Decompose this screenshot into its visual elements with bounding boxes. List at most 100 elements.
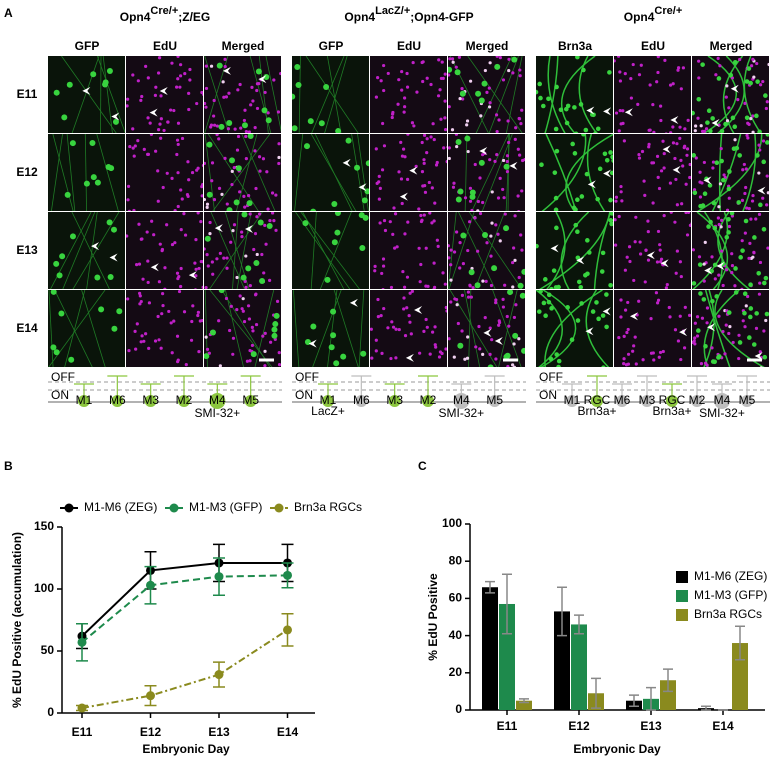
edu-dot xyxy=(693,336,697,340)
edu-dot xyxy=(681,66,685,70)
edu-dot xyxy=(623,308,628,312)
gfp-dot xyxy=(53,349,60,356)
micrograph-bg xyxy=(536,134,613,211)
gfp-dot xyxy=(581,67,586,73)
edu-dot xyxy=(455,145,459,149)
edu-dot xyxy=(201,163,203,168)
edu-dot xyxy=(662,166,666,170)
edu-dot xyxy=(698,170,702,174)
gfp-dot xyxy=(755,153,760,158)
gfp-dot xyxy=(569,337,575,343)
gfp-dot xyxy=(600,313,606,318)
gfp-dot xyxy=(206,191,213,198)
edu-dot xyxy=(229,304,233,308)
edu-dot xyxy=(686,118,690,122)
edu-dot xyxy=(673,328,678,332)
edu-dot xyxy=(676,66,681,70)
edu-dot xyxy=(220,192,224,196)
edu-dot xyxy=(165,223,169,227)
arrowhead xyxy=(409,166,418,175)
gfp-dot xyxy=(579,194,585,199)
dendrite xyxy=(107,375,128,395)
gfp-dot xyxy=(546,96,551,102)
arrowhead xyxy=(258,75,267,84)
fiber xyxy=(333,290,359,367)
fiber xyxy=(544,56,559,133)
edu-dot xyxy=(139,340,143,344)
edu-dot xyxy=(257,82,261,86)
panel-label: A xyxy=(4,6,13,20)
edu-dot xyxy=(176,171,180,175)
gfp-dot xyxy=(257,219,264,226)
layer-label: OFF xyxy=(51,370,75,384)
gfp-dot xyxy=(89,139,96,146)
edu-dot xyxy=(428,212,432,215)
point xyxy=(77,637,87,647)
edu-dot xyxy=(758,350,762,354)
arrowhead xyxy=(716,262,725,271)
edu-dot xyxy=(392,206,396,210)
fiber xyxy=(72,212,120,289)
edu-dot xyxy=(194,288,197,289)
gfp-dot xyxy=(464,135,471,142)
edu-dot xyxy=(175,271,180,275)
arrowhead xyxy=(679,328,688,337)
edu-dot xyxy=(625,255,629,259)
edu-dot xyxy=(705,321,709,325)
edu-dot xyxy=(511,260,515,265)
edu-dot xyxy=(176,142,180,147)
gfp-dot xyxy=(573,222,579,228)
fiber xyxy=(718,134,723,211)
edu-dot xyxy=(196,310,200,314)
gfp-dot xyxy=(726,310,732,315)
edu-dot xyxy=(144,64,148,68)
edu-dot xyxy=(272,78,276,82)
edu-dot xyxy=(419,213,423,218)
edu-dot xyxy=(251,99,255,103)
fiber xyxy=(742,134,757,211)
edu-dot xyxy=(412,124,416,128)
edu-dot xyxy=(751,114,755,118)
edu-dot xyxy=(255,106,260,111)
gfp-dot xyxy=(726,230,731,235)
edu-dot xyxy=(172,319,176,323)
edu-dot xyxy=(208,232,212,236)
gfp-dot xyxy=(692,153,697,158)
edu-dot xyxy=(248,348,252,353)
edu-dot xyxy=(495,153,499,157)
arrowhead xyxy=(222,66,231,75)
micrograph-bg xyxy=(126,56,203,133)
edu-dot xyxy=(654,291,658,295)
edu-dot xyxy=(490,190,494,194)
gfp-dot xyxy=(708,219,713,225)
edu-dot xyxy=(436,94,441,98)
edu-dot xyxy=(637,156,642,160)
arrowhead xyxy=(603,169,612,178)
gfp-dot xyxy=(106,219,113,226)
legend-swatch xyxy=(676,571,688,583)
gfp-dot xyxy=(553,285,559,289)
edu-dot xyxy=(187,178,191,182)
cell-label: M1 xyxy=(320,393,337,407)
gfp-dot xyxy=(757,129,762,133)
edu-dot xyxy=(136,79,140,83)
gfp-dot xyxy=(331,239,338,246)
dendrite xyxy=(74,383,94,395)
micrograph-bg xyxy=(126,134,203,211)
micrograph xyxy=(536,290,613,367)
edu-dot xyxy=(750,199,755,203)
micrograph xyxy=(614,56,691,133)
gfp-dot xyxy=(608,282,613,288)
point xyxy=(214,572,224,582)
gfp-dot xyxy=(226,207,233,211)
edu-dot xyxy=(634,215,638,219)
edu-dot xyxy=(659,104,663,108)
edu-dot xyxy=(674,271,678,275)
edu-dot xyxy=(681,164,685,168)
edu-dot xyxy=(637,299,641,303)
edu-dot xyxy=(391,110,395,115)
edu-dot xyxy=(631,349,635,353)
edu-dot xyxy=(378,221,382,225)
column-label: Merged xyxy=(710,39,753,53)
edu-dot xyxy=(132,208,136,211)
